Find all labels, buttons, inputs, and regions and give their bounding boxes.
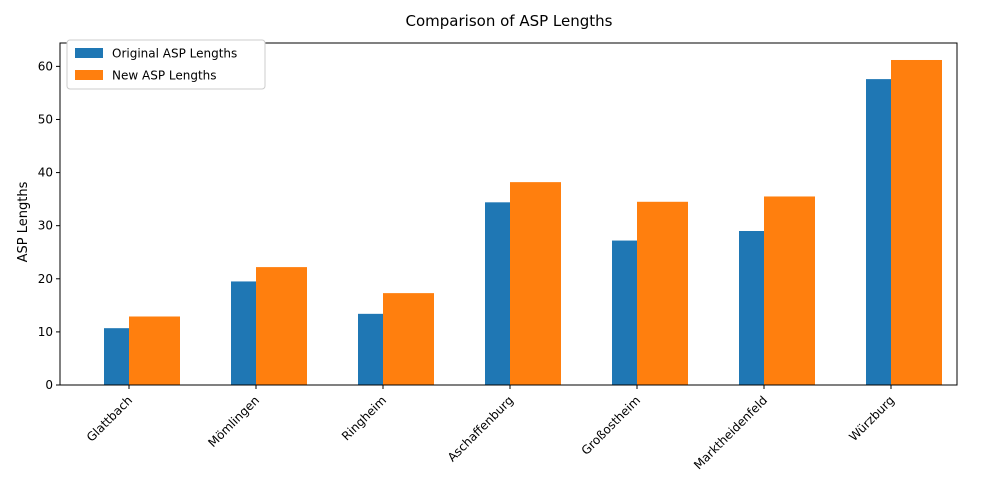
y-tick-label: 0: [45, 378, 53, 392]
bar-new-3: [510, 182, 561, 385]
bar-new-6: [891, 59, 942, 386]
y-tick-label: 10: [38, 325, 53, 339]
bar-new-4: [637, 201, 688, 385]
bar-original-5: [739, 230, 765, 385]
bar-new-5: [764, 196, 815, 385]
bar-new-1: [256, 267, 307, 385]
y-tick-label: 40: [38, 166, 53, 180]
bar-original-3: [485, 202, 511, 385]
legend-swatch-original: [75, 48, 103, 58]
x-tick-label: Marktheidenfeld: [691, 393, 770, 472]
bar-original-2: [358, 313, 384, 385]
bar-original-0: [104, 328, 130, 385]
y-tick-label: 30: [38, 219, 53, 233]
y-tick-label: 20: [38, 272, 53, 286]
x-tick-label: Glattbach: [84, 393, 135, 444]
y-tick-label: 50: [38, 112, 53, 126]
x-tick-label: Großostheim: [579, 393, 643, 457]
plot-area: [104, 59, 942, 386]
y-axis-title: ASP Lengths: [16, 181, 31, 262]
legend-label-new: New ASP Lengths: [112, 69, 217, 83]
x-tick-label: Mömlingen: [205, 393, 262, 450]
legend-label-original: Original ASP Lengths: [112, 47, 237, 61]
bar-new-2: [383, 293, 434, 385]
x-tick-label: Würzburg: [846, 393, 897, 444]
legend-frame: [66, 39, 266, 90]
legend: Original ASP Lengths New ASP Lengths: [66, 39, 266, 90]
x-tick-label: Aschaffenburg: [445, 393, 516, 464]
chart-title: Comparison of ASP Lengths: [406, 12, 613, 30]
y-tick-label: 60: [38, 59, 53, 73]
bar-original-6: [866, 79, 892, 385]
axes-frame: [59, 42, 958, 386]
bar-original-1: [231, 281, 257, 385]
bar-new-0: [129, 316, 180, 385]
legend-swatch-new: [75, 70, 103, 80]
bar-original-4: [612, 240, 638, 385]
x-tick-label: Ringheim: [339, 393, 389, 443]
